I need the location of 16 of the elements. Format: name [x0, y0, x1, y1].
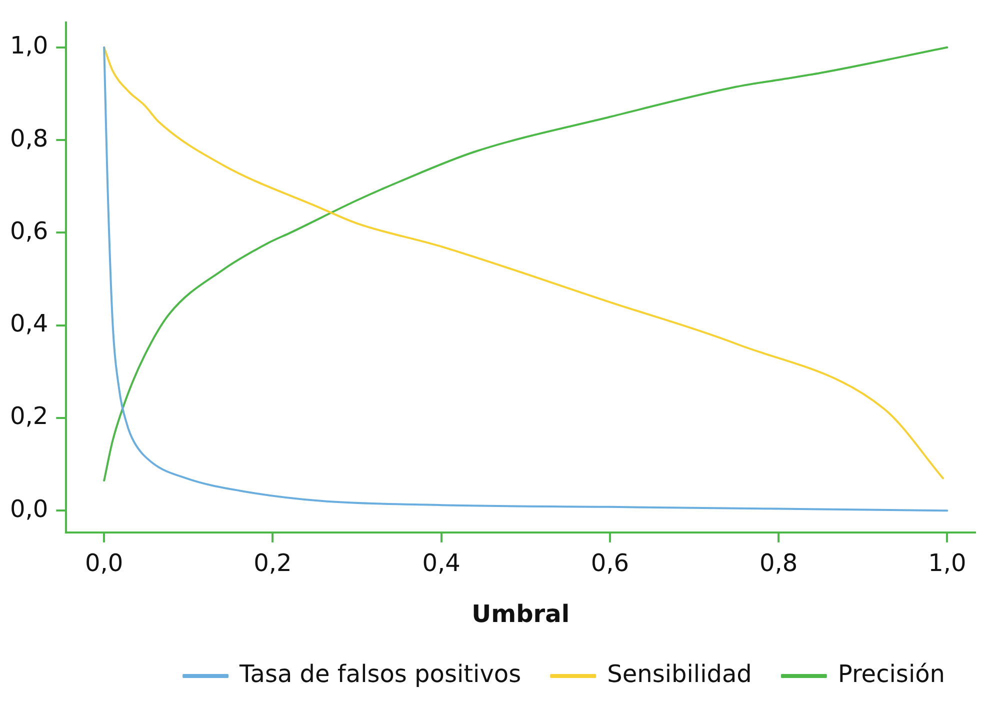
x-tick-label: 0,6 [590, 549, 630, 578]
y-tick-label: 0,2 [10, 402, 48, 430]
x-tick-label: 1,0 [928, 549, 966, 578]
x-tick-label: 0,2 [254, 549, 292, 578]
y-tick-label: 0,6 [10, 216, 48, 245]
y-tick-label: 1,0 [10, 32, 48, 60]
x-tick-label: 0,4 [422, 549, 460, 578]
legend-label: Tasa de falsos positivos [238, 660, 522, 688]
x-tick-label: 0,8 [759, 549, 798, 578]
x-tick-label: 0,0 [85, 549, 124, 578]
legend-label: Precisión [838, 660, 946, 688]
x-axis-title: Umbral [472, 600, 570, 628]
legend-label: Sensibilidad [607, 660, 752, 688]
y-tick-label: 0,0 [10, 494, 48, 523]
y-tick-label: 0,8 [10, 124, 48, 152]
y-tick-label: 0,4 [10, 310, 48, 338]
